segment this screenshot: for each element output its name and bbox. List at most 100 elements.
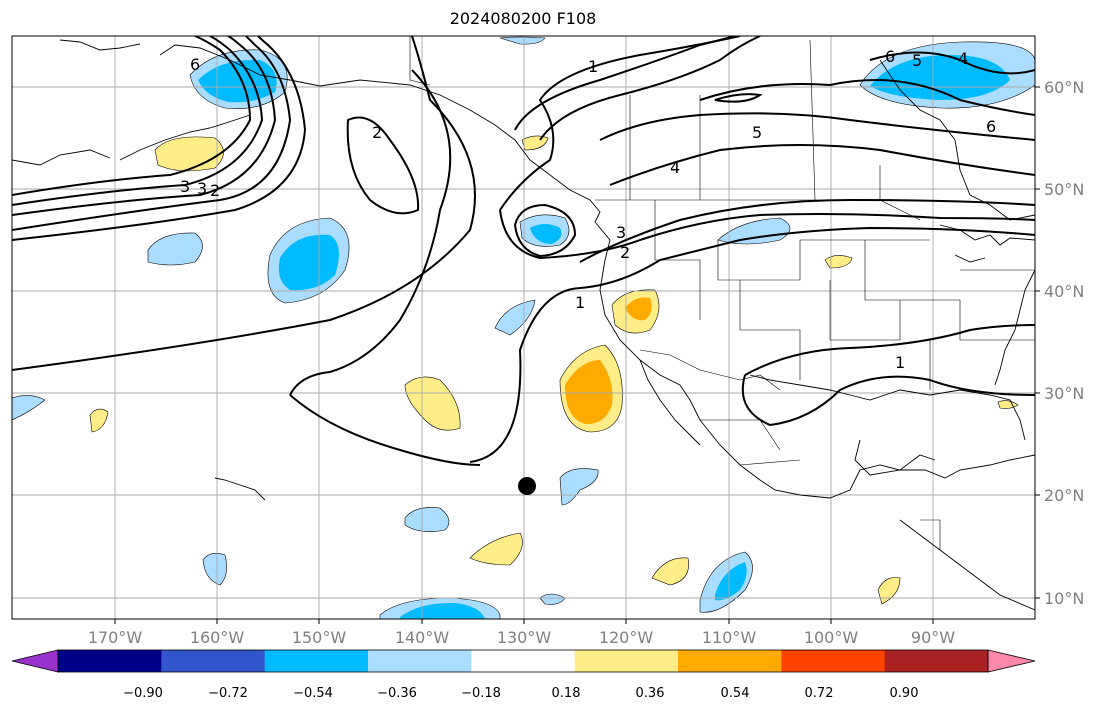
shade-south-blue-2 [400,602,485,619]
shade-pacific-yellow [404,376,461,431]
colorbar-segment [264,650,369,672]
contour-label-2b: 2 [620,243,630,262]
colorbar-tick-label: 0.36 [636,686,665,701]
lat-label: 50°N [1044,180,1084,199]
colorbar-tick-label: −0.36 [377,686,417,701]
lat-label: 30°N [1044,384,1084,403]
storm-center-marker [518,477,536,495]
lon-label: 160°W [190,628,245,647]
contour-1-east [469,226,1035,463]
shade-us-light [717,217,791,245]
colorbar-tick-label: −0.54 [293,686,333,701]
colorbar-tick-label: 0.18 [552,686,581,701]
shade-pacific-light-2 [147,232,203,266]
colorbar-tick-label: −0.72 [208,686,248,701]
longitude-labels: 170°W 160°W 150°W 140°W 130°W 120°W 110°… [88,628,955,647]
shade-hawaii-light-1 [404,507,450,532]
contour-west-bundle-5 [12,36,307,241]
contour-west-bundle-1 [12,36,252,196]
shade-calif-orange [625,297,652,321]
coast-aleutians [119,114,251,161]
colorbar-tick-label: 0.54 [721,686,750,701]
colorbar-tick-label: 0.72 [805,686,834,701]
shade-pacific-blue-1 [278,234,339,291]
contour-bc-closed [513,203,577,258]
shade-south-yellow-2 [651,557,689,586]
contour-label-2c: 2 [210,181,220,200]
colorbar-tick-label: −0.18 [461,686,501,701]
contour-2-east [499,36,741,211]
contour-1-main [12,36,476,371]
contour-label-6b: 6 [885,47,895,66]
contour-label-6: 6 [986,117,996,136]
latitude-labels: 60°N 50°N 40°N 30°N 20°N 10°N [1044,78,1084,608]
contour-3 [514,36,1035,263]
colorbar-extend-low [11,649,59,673]
shade-sw-yellow [89,408,109,433]
gridlines [12,36,1035,619]
shade-south-yellow-1 [469,532,523,566]
colorbar-segment [678,650,782,672]
coast-baja [639,359,701,446]
map-title: 2024080200 F108 [449,9,597,28]
shade-south-blue-4 [715,562,747,601]
colorbar-tick-label: −0.90 [123,686,163,701]
colorbar-outline [57,649,989,673]
contour-1-west [289,69,452,396]
lon-label: 120°W [599,628,654,647]
border-canada-prov [629,39,881,201]
contour-2-closed [346,116,420,215]
shade-sw-light [12,395,46,421]
contour-west-bundle-3 [12,36,277,216]
colorbar-segment [471,650,576,672]
coast-hudson [879,59,1035,221]
colorbar-segment [161,650,266,672]
lon-label: 110°W [702,628,757,647]
contour-ne [869,51,1035,75]
coastlines [12,39,1035,611]
shade-bc-blue [530,224,562,244]
colorbar-segment [884,650,989,672]
contour-label-1b: 1 [575,293,585,312]
border-us-canada [595,199,921,221]
contour-1-se [744,324,1035,376]
border-us-mexico [639,349,781,391]
shade-south-light-1 [202,553,227,586]
shade-offshore-light [494,299,536,336]
tick-marks [114,86,1040,624]
contour-5 [599,112,1035,141]
contour-west-bundle-2 [12,36,264,206]
contour-1-loop [741,374,1035,427]
lat-label: 60°N [1044,78,1084,97]
shade-south-yellow-3 [877,577,901,605]
political-borders [409,36,1035,550]
coast-centralam [899,519,1035,611]
colorbar-segment [368,650,472,672]
contour-2-south [499,209,1035,260]
contour-label-3: 3 [616,223,626,242]
colorbar-extend-high [987,649,1036,673]
contours [12,36,1035,466]
shaded-anomalies [12,36,1035,619]
shade-hawaii-light-2 [559,468,599,506]
lon-label: 170°W [88,628,143,647]
lon-label: 140°W [395,628,450,647]
contour-label-6c: 6 [190,55,200,74]
coast-gulf [749,374,1026,441]
contour-label-5b: 5 [912,51,922,70]
shade-baja-orange [565,360,613,425]
shade-plains-yellow [824,255,853,269]
lat-label: 40°N [1044,282,1084,301]
contour-west-bundle-4 [12,36,292,231]
lon-label: 130°W [497,628,552,647]
contour-label-3b: 3 [180,177,190,196]
contour-hudson-closed [714,93,763,103]
coast-siberia [12,39,141,166]
contour-label-5: 5 [752,123,762,142]
colorbar [11,649,1036,673]
contour-label-1: 1 [588,57,598,76]
lat-label: 10°N [1044,589,1084,608]
lon-label: 150°W [292,628,347,647]
coast-alaska [159,44,1035,499]
contour-labels: 1 2 2 3 4 5 6 6 6 1 1 3 2 3 4 5 [180,47,996,372]
